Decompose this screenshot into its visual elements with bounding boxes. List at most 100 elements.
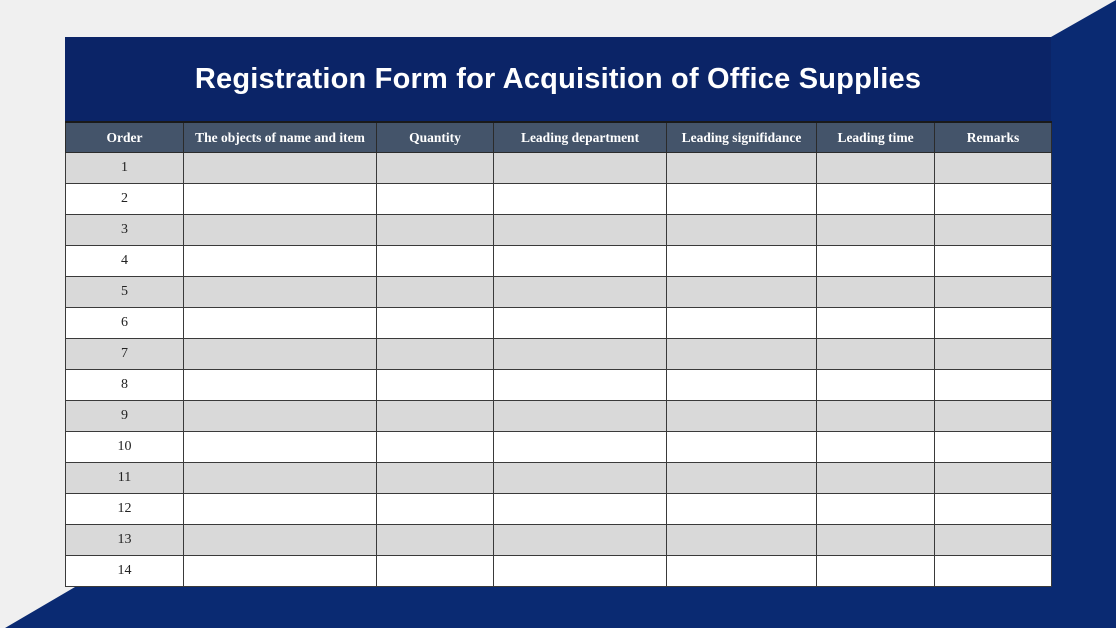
empty-cell[interactable] bbox=[934, 431, 1052, 463]
empty-cell[interactable] bbox=[666, 245, 817, 277]
form-title: Registration Form for Acquisition of Off… bbox=[194, 62, 922, 95]
empty-cell[interactable] bbox=[934, 462, 1052, 494]
empty-cell[interactable] bbox=[493, 493, 667, 525]
empty-cell[interactable] bbox=[376, 369, 494, 401]
empty-cell[interactable] bbox=[493, 214, 667, 246]
empty-cell[interactable] bbox=[816, 338, 935, 370]
empty-cell[interactable] bbox=[666, 214, 817, 246]
empty-cell[interactable] bbox=[934, 152, 1052, 184]
empty-cell[interactable] bbox=[816, 431, 935, 463]
empty-cell[interactable] bbox=[493, 462, 667, 494]
empty-cell[interactable] bbox=[934, 307, 1052, 339]
empty-cell[interactable] bbox=[934, 276, 1052, 308]
empty-cell[interactable] bbox=[183, 524, 377, 556]
empty-cell[interactable] bbox=[376, 214, 494, 246]
empty-cell[interactable] bbox=[376, 183, 494, 215]
empty-cell[interactable] bbox=[666, 524, 817, 556]
empty-cell[interactable] bbox=[183, 276, 377, 308]
empty-cell[interactable] bbox=[816, 183, 935, 215]
empty-cell[interactable] bbox=[816, 524, 935, 556]
order-cell[interactable]: 6 bbox=[65, 307, 184, 339]
empty-cell[interactable] bbox=[666, 276, 817, 308]
order-cell[interactable]: 14 bbox=[65, 555, 184, 587]
empty-cell[interactable] bbox=[666, 338, 817, 370]
empty-cell[interactable] bbox=[183, 338, 377, 370]
empty-cell[interactable] bbox=[666, 369, 817, 401]
empty-cell[interactable] bbox=[493, 524, 667, 556]
empty-cell[interactable] bbox=[376, 431, 494, 463]
empty-cell[interactable] bbox=[934, 245, 1052, 277]
empty-cell[interactable] bbox=[816, 245, 935, 277]
empty-cell[interactable] bbox=[816, 555, 935, 587]
empty-cell[interactable] bbox=[934, 555, 1052, 587]
order-cell[interactable]: 3 bbox=[65, 214, 184, 246]
empty-cell[interactable] bbox=[493, 431, 667, 463]
empty-cell[interactable] bbox=[183, 245, 377, 277]
empty-cell[interactable] bbox=[666, 555, 817, 587]
empty-cell[interactable] bbox=[816, 152, 935, 184]
empty-cell[interactable] bbox=[183, 183, 377, 215]
empty-cell[interactable] bbox=[934, 369, 1052, 401]
empty-cell[interactable] bbox=[666, 307, 817, 339]
empty-cell[interactable] bbox=[183, 431, 377, 463]
order-cell[interactable]: 8 bbox=[65, 369, 184, 401]
empty-cell[interactable] bbox=[183, 214, 377, 246]
order-cell[interactable]: 10 bbox=[65, 431, 184, 463]
empty-cell[interactable] bbox=[183, 555, 377, 587]
empty-cell[interactable] bbox=[666, 183, 817, 215]
empty-cell[interactable] bbox=[183, 462, 377, 494]
empty-cell[interactable] bbox=[376, 276, 494, 308]
empty-cell[interactable] bbox=[934, 400, 1052, 432]
order-cell[interactable]: 1 bbox=[65, 152, 184, 184]
empty-cell[interactable] bbox=[934, 214, 1052, 246]
empty-cell[interactable] bbox=[816, 307, 935, 339]
empty-cell[interactable] bbox=[183, 152, 377, 184]
empty-cell[interactable] bbox=[376, 462, 494, 494]
empty-cell[interactable] bbox=[493, 183, 667, 215]
empty-cell[interactable] bbox=[493, 152, 667, 184]
empty-cell[interactable] bbox=[816, 369, 935, 401]
empty-cell[interactable] bbox=[493, 369, 667, 401]
empty-cell[interactable] bbox=[376, 307, 494, 339]
empty-cell[interactable] bbox=[493, 400, 667, 432]
empty-cell[interactable] bbox=[183, 369, 377, 401]
empty-cell[interactable] bbox=[666, 400, 817, 432]
empty-cell[interactable] bbox=[376, 152, 494, 184]
empty-cell[interactable] bbox=[816, 214, 935, 246]
order-cell[interactable]: 9 bbox=[65, 400, 184, 432]
empty-cell[interactable] bbox=[493, 245, 667, 277]
order-cell[interactable]: 13 bbox=[65, 524, 184, 556]
order-cell[interactable]: 2 bbox=[65, 183, 184, 215]
empty-cell[interactable] bbox=[493, 276, 667, 308]
empty-cell[interactable] bbox=[816, 493, 935, 525]
empty-cell[interactable] bbox=[934, 493, 1052, 525]
empty-cell[interactable] bbox=[376, 493, 494, 525]
empty-cell[interactable] bbox=[666, 152, 817, 184]
empty-cell[interactable] bbox=[183, 400, 377, 432]
empty-cell[interactable] bbox=[934, 524, 1052, 556]
order-cell[interactable]: 7 bbox=[65, 338, 184, 370]
empty-cell[interactable] bbox=[183, 307, 377, 339]
empty-cell[interactable] bbox=[816, 462, 935, 494]
empty-cell[interactable] bbox=[376, 400, 494, 432]
empty-cell[interactable] bbox=[816, 400, 935, 432]
empty-cell[interactable] bbox=[493, 555, 667, 587]
empty-cell[interactable] bbox=[816, 276, 935, 308]
empty-cell[interactable] bbox=[666, 493, 817, 525]
empty-cell[interactable] bbox=[376, 245, 494, 277]
empty-cell[interactable] bbox=[376, 555, 494, 587]
empty-cell[interactable] bbox=[934, 183, 1052, 215]
order-cell[interactable]: 12 bbox=[65, 493, 184, 525]
empty-cell[interactable] bbox=[934, 338, 1052, 370]
order-cell[interactable]: 4 bbox=[65, 245, 184, 277]
empty-cell[interactable] bbox=[376, 524, 494, 556]
empty-cell[interactable] bbox=[666, 462, 817, 494]
order-cell[interactable]: 5 bbox=[65, 276, 184, 308]
empty-cell[interactable] bbox=[183, 493, 377, 525]
empty-cell[interactable] bbox=[493, 338, 667, 370]
empty-cell[interactable] bbox=[376, 338, 494, 370]
order-cell[interactable]: 11 bbox=[65, 462, 184, 494]
empty-cell[interactable] bbox=[493, 307, 667, 339]
column-header: Leading signifidance bbox=[666, 121, 817, 153]
empty-cell[interactable] bbox=[666, 431, 817, 463]
